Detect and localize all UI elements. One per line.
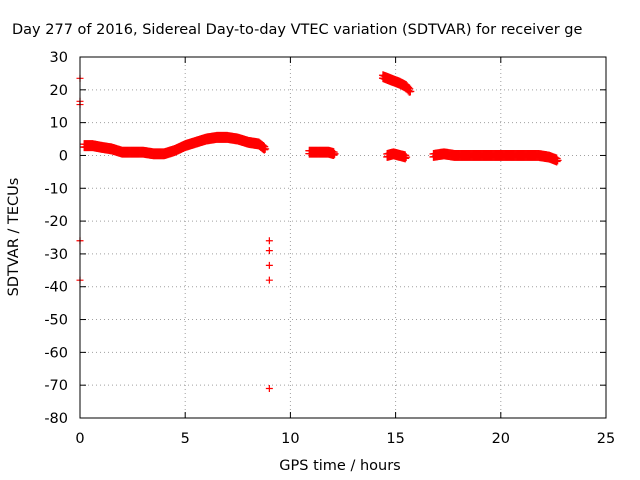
y-tick-label: 10 bbox=[50, 116, 68, 132]
x-tick-label: 20 bbox=[492, 431, 510, 447]
y-tick-label: 0 bbox=[59, 148, 68, 164]
data-point bbox=[266, 385, 273, 392]
x-tick-label: 5 bbox=[181, 431, 190, 447]
y-tick-label: -70 bbox=[44, 378, 68, 394]
y-tick-label: -30 bbox=[44, 247, 68, 263]
y-tick-label: 20 bbox=[50, 83, 68, 99]
grid-lines bbox=[80, 57, 606, 418]
y-tick-label: 30 bbox=[50, 50, 68, 66]
y-tick-label: -60 bbox=[44, 345, 68, 361]
y-axis-label: SDTVAR / TECUs bbox=[6, 178, 22, 297]
y-tick-label: -40 bbox=[44, 280, 68, 296]
y-tick-label: -50 bbox=[44, 313, 68, 329]
tick-labels: 0 5 10 15 20 25 30 20 10 0 -10 -20 -30 -40 -50 -60 -70 -8… bbox=[44, 50, 615, 447]
sdtvar-chart: 0 5 10 15 20 25 30 20 10 0 -10 -20 -30 -40 -50 -60 -70 -8… bbox=[0, 0, 640, 480]
data-point bbox=[266, 247, 273, 254]
x-axis-label: GPS time / hours bbox=[279, 458, 400, 474]
plot-border bbox=[80, 57, 606, 418]
chart-title: Day 277 of 2016, Sidereal Day-to-day VTE… bbox=[12, 22, 582, 38]
data-point bbox=[266, 277, 273, 284]
y-tick-label: -10 bbox=[44, 181, 68, 197]
x-tick-label: 25 bbox=[597, 431, 615, 447]
data-point bbox=[266, 262, 273, 269]
x-tick-label: 15 bbox=[386, 431, 404, 447]
data-points bbox=[77, 71, 562, 392]
x-tick-label: 10 bbox=[281, 431, 299, 447]
x-tick-label: 0 bbox=[75, 431, 84, 447]
axis-ticks bbox=[80, 57, 606, 418]
data-point bbox=[266, 237, 273, 244]
y-tick-label: -80 bbox=[44, 411, 68, 427]
y-tick-label: -20 bbox=[44, 214, 68, 230]
